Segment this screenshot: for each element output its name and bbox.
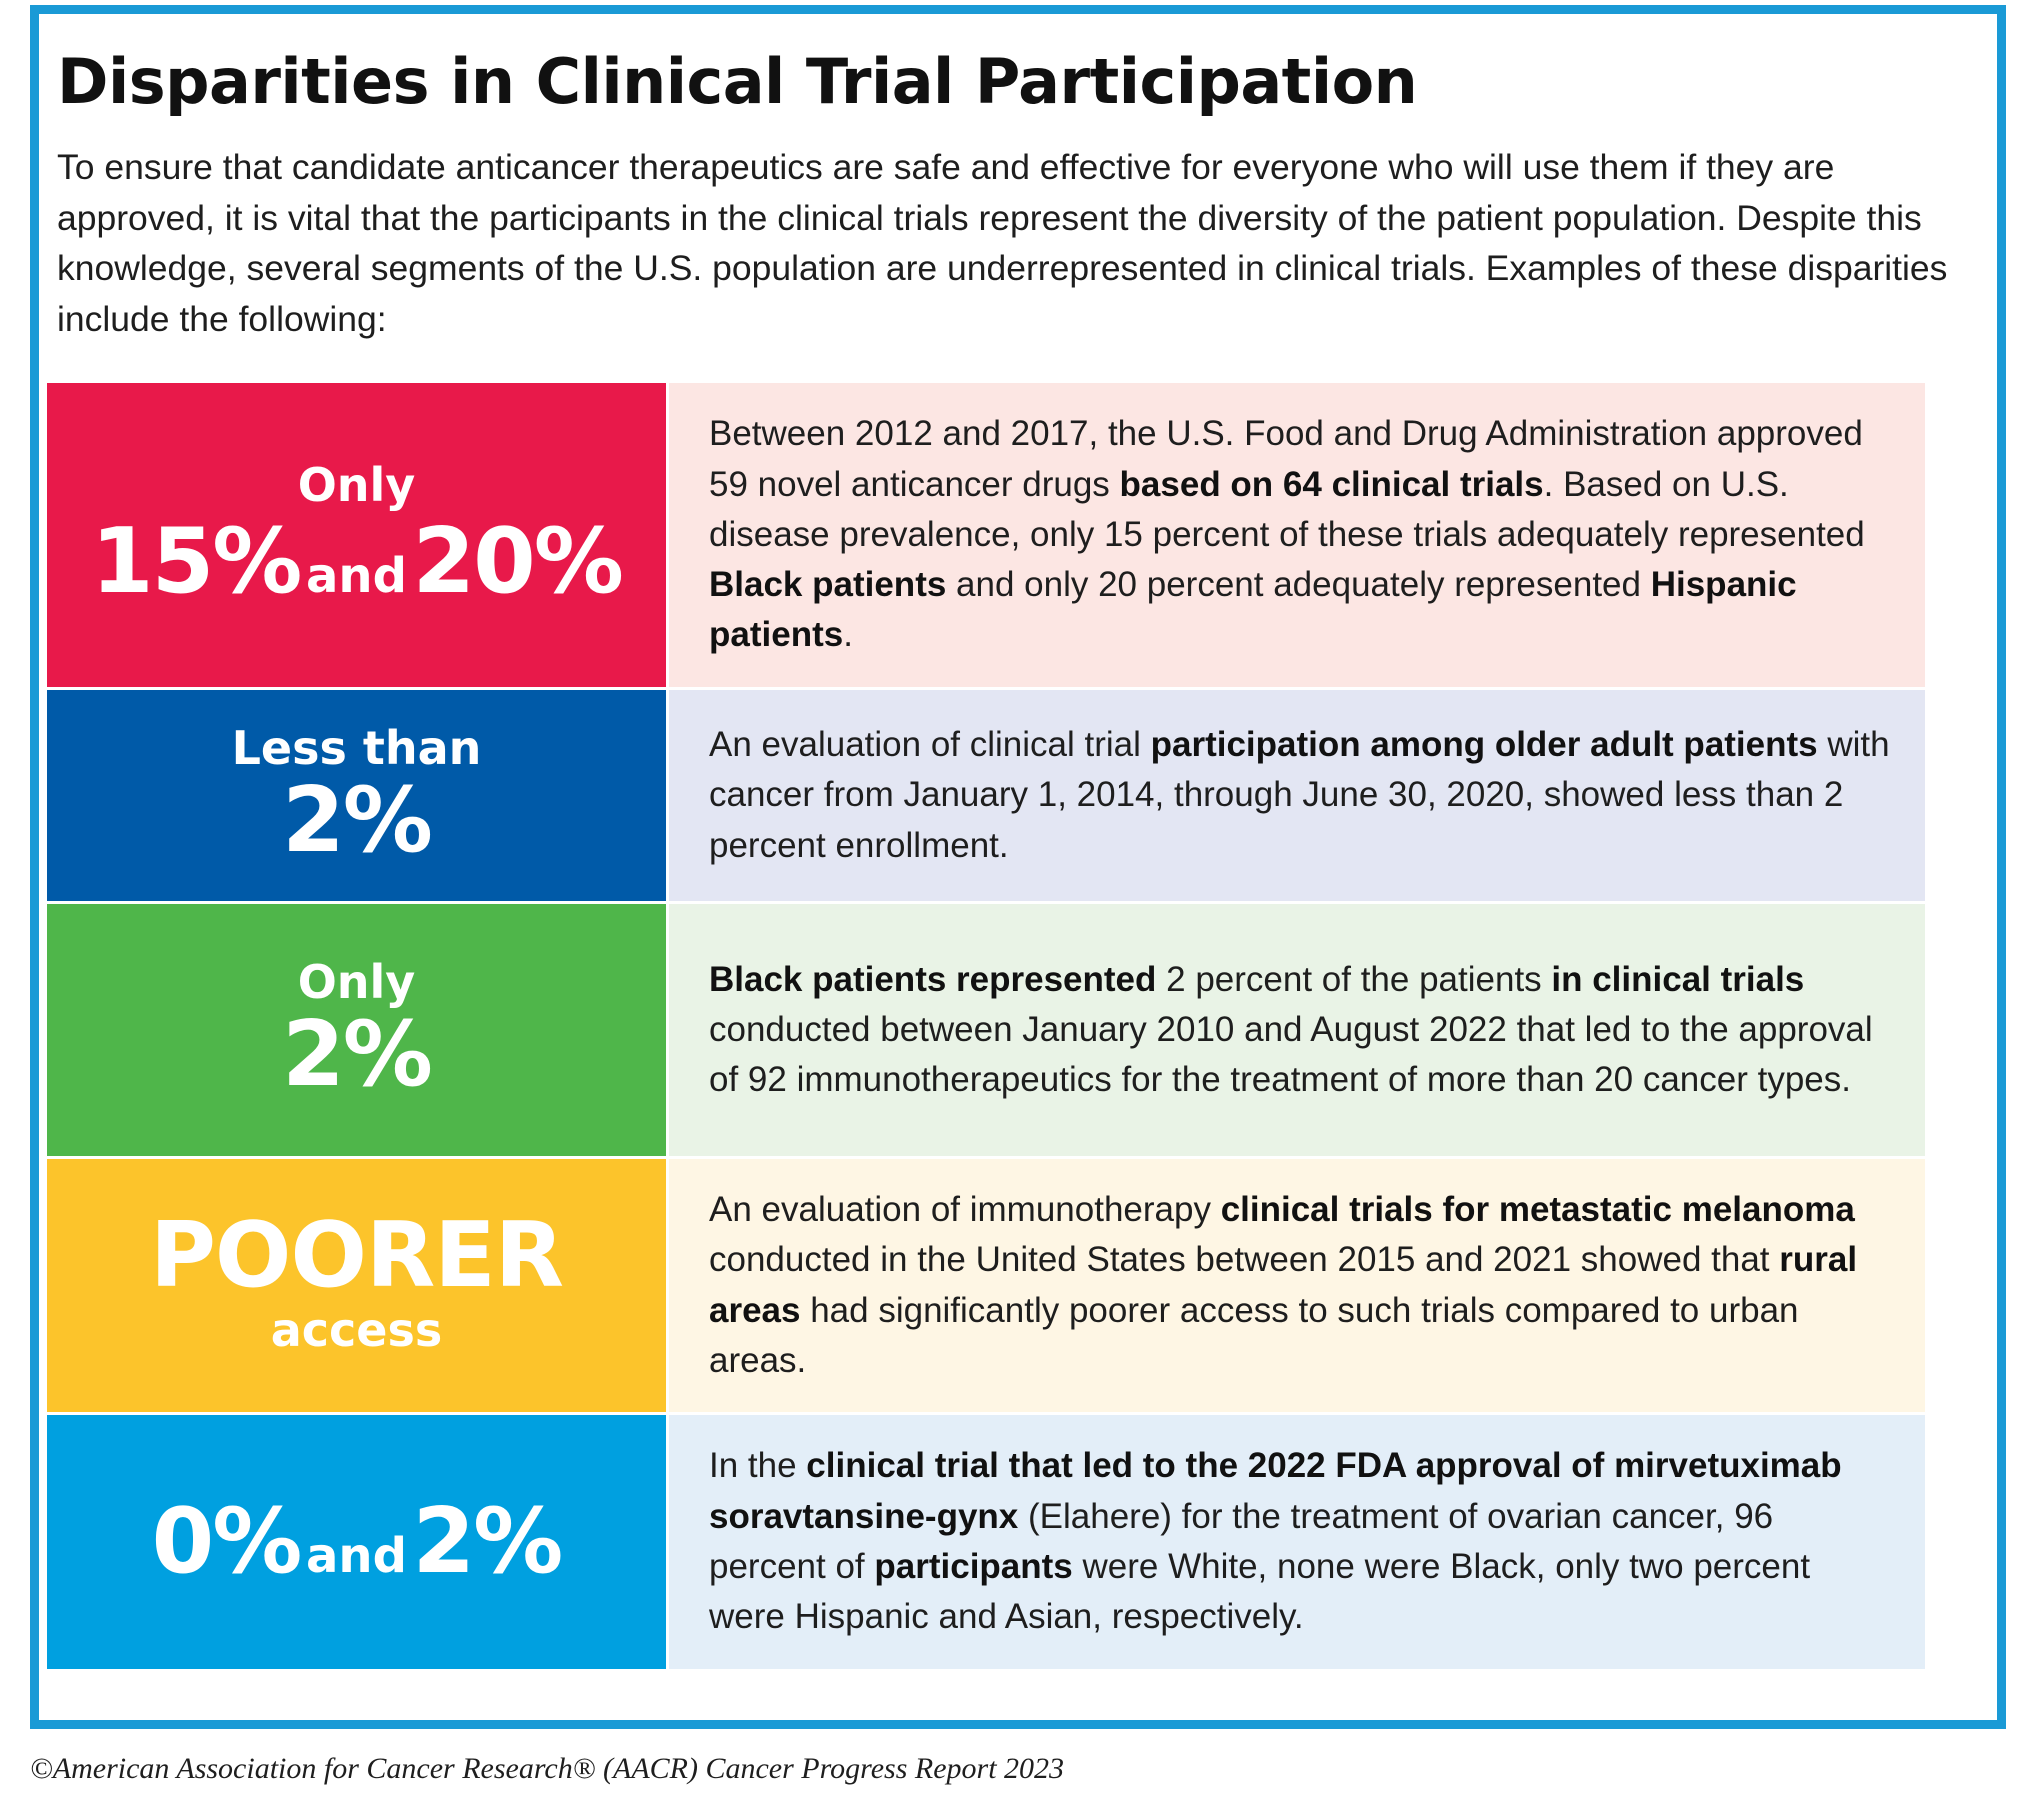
description-cell: Between 2012 and 2017, the U.S. Food and… xyxy=(669,383,1925,687)
table-row: 0% and 2% In the clinical trial that led… xyxy=(47,1415,1925,1669)
description-cell: An evaluation of clinical trial particip… xyxy=(669,690,1925,901)
intro-paragraph: To ensure that candidate anticancer ther… xyxy=(57,147,1948,339)
stat-value-line: 15% and 20% xyxy=(91,514,624,610)
disparities-table: Only 15% and 20% Between 2012 and 2017, … xyxy=(47,383,1925,1669)
stat-value: 2% xyxy=(282,1002,433,1108)
description-cell: In the clinical trial that led to the 20… xyxy=(669,1415,1925,1669)
table-row: Only 2% Black patients represented 2 per… xyxy=(47,904,1925,1159)
page-title: Disparities in Clinical Trial Participat… xyxy=(57,45,1418,118)
description-text: Between 2012 and 2017, the U.S. Food and… xyxy=(709,414,1865,655)
stat-value: 2% xyxy=(282,767,433,873)
stat-cell: POORER access xyxy=(47,1159,669,1412)
stat-label: Only xyxy=(297,458,416,513)
stat-value: 20% xyxy=(412,509,624,615)
stat-label: access xyxy=(270,1302,443,1357)
stat-cell: Only 15% and 20% xyxy=(47,383,669,687)
stat-value-line: 0% and 2% xyxy=(152,1494,564,1590)
stat-cell: Only 2% xyxy=(47,904,669,1156)
description-cell: Black patients represented 2 percent of … xyxy=(669,904,1925,1156)
stat-connector: and xyxy=(306,1527,407,1584)
stat-cell: Less than 2% xyxy=(47,690,669,901)
description-text: An evaluation of clinical trial particip… xyxy=(709,725,1890,865)
stat-label: Less than xyxy=(231,720,482,775)
description-text: An evaluation of immunotherapy clinical … xyxy=(709,1189,1858,1380)
table-row: Only 15% and 20% Between 2012 and 2017, … xyxy=(47,383,1925,690)
stat-value: 0% xyxy=(151,1488,303,1594)
table-row: Less than 2% An evaluation of clinical t… xyxy=(47,690,1925,904)
description-text: In the clinical trial that led to the 20… xyxy=(709,1446,1842,1637)
description-text: Black patients represented 2 percent of … xyxy=(709,959,1873,1100)
table-row: POORER access An evaluation of immunothe… xyxy=(47,1159,1925,1415)
stat-value: 15% xyxy=(91,509,302,615)
stat-label: Only xyxy=(297,955,416,1010)
copyright-footer: ©American Association for Cancer Researc… xyxy=(30,1752,1065,1785)
stat-connector: and xyxy=(306,548,407,605)
stat-value: 2% xyxy=(412,1488,564,1594)
description-cell: An evaluation of immunotherapy clinical … xyxy=(669,1159,1925,1412)
stat-value: POORER xyxy=(149,1202,564,1308)
stat-cell: 0% and 2% xyxy=(47,1415,669,1669)
